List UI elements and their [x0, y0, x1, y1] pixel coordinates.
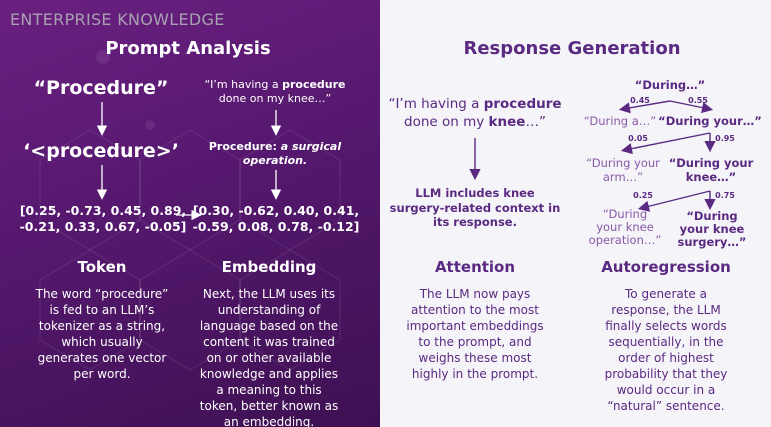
- embedding-heading: Embedding: [221, 258, 317, 276]
- text-line: response, the LLM: [611, 303, 721, 317]
- text-line: The word “procedure”: [35, 287, 169, 301]
- text-line: per word.: [73, 367, 131, 381]
- text-line: weighs these most: [418, 351, 532, 365]
- quote-text: done on my: [404, 114, 489, 130]
- text-line: on or other available: [206, 351, 332, 365]
- text-line: a meaning to this: [216, 383, 322, 397]
- embedding-description: Next, the LLM uses its understanding of …: [200, 286, 338, 427]
- tree-option-selected: “During your…”: [658, 114, 762, 128]
- text-line: tokenizer as a string,: [38, 319, 166, 333]
- text-line: arm…”: [602, 170, 644, 184]
- text-line: order of highest: [618, 351, 714, 365]
- definition-text: a surgical: [280, 140, 342, 153]
- attention-quote: “I’m having a procedure done on my knee……: [388, 95, 561, 131]
- text-line: knowledge and applies: [199, 367, 339, 381]
- vector-line: [0.30, -0.62, 0.40, 0.41,: [192, 203, 360, 218]
- branch-arrow-icon: [669, 100, 714, 114]
- hexagon-background: [39, 50, 341, 371]
- branch-arrow-icon: [637, 190, 711, 212]
- token-text: ‘<procedure>’: [23, 140, 179, 162]
- text-line: “During your: [586, 156, 660, 170]
- autoregression-heading: Autoregression: [601, 258, 731, 276]
- tree-option-selected: “During your knee…”: [669, 156, 754, 184]
- text-line: your knee: [596, 220, 654, 234]
- text-line: “During: [602, 207, 648, 221]
- tree-option: “During your arm…”: [586, 156, 660, 184]
- text-line: would occur in a: [616, 383, 716, 397]
- text-line: probability that they: [604, 367, 728, 381]
- quote-line: done on my knee…”: [218, 92, 332, 105]
- quote-bold: knee: [488, 114, 526, 130]
- quote-bold: procedure: [483, 96, 562, 112]
- vector-line: [0.25, -0.73, 0.45, 0.89,: [19, 203, 187, 218]
- definition-line: operation.: [242, 154, 308, 167]
- quote-bold: procedure: [282, 78, 346, 91]
- attention-result: LLM includes knee surgery-related contex…: [390, 186, 561, 230]
- text-line: highly in the prompt.: [411, 367, 539, 381]
- text-line: To generate a: [625, 287, 707, 301]
- word-text: “Procedure”: [33, 77, 169, 99]
- vector-line: -0.59, 0.08, 0.78, -0.12]: [192, 219, 360, 234]
- text-line: to the prompt, and: [418, 335, 532, 349]
- prompt-quote: “I’m having a procedure done on my knee……: [204, 78, 345, 106]
- text-line: your knee: [679, 222, 745, 236]
- vector-line: -0.21, 0.33, 0.67, -0.05]: [19, 219, 187, 234]
- quote-text: “I’m having a: [388, 96, 484, 112]
- text-line: LLM includes knee: [415, 186, 535, 200]
- text-line: “natural” sentence.: [607, 399, 725, 413]
- text-line: operation…”: [588, 233, 662, 247]
- probability-label: 0.25: [633, 191, 653, 200]
- probability-label: 0.95: [715, 134, 735, 143]
- prompt-analysis-title: Prompt Analysis: [105, 38, 271, 59]
- right-arrows: [469, 100, 716, 212]
- response-generation-panel: Response Generation “I’m having a proced…: [380, 0, 771, 427]
- probability-label: 0.05: [628, 134, 648, 143]
- probability-label: 0.55: [688, 96, 708, 105]
- brand-logo-text: ENTERPRISE KNOWLEDGE: [10, 10, 225, 29]
- text-line: surgery-related context in: [389, 200, 561, 215]
- token-description: The word “procedure” is fed to an LLM’s …: [36, 286, 169, 382]
- autoregression-description: To generate a response, the LLM finally …: [605, 286, 728, 414]
- definition: Procedure: a surgical operation.: [209, 140, 341, 168]
- text-line: which usually: [61, 335, 143, 349]
- text-line: content it was trained: [203, 335, 335, 349]
- text-line: language based on the: [199, 319, 339, 333]
- attention-heading: Attention: [434, 258, 516, 276]
- text-line: The LLM now pays: [419, 287, 531, 301]
- text-line: generates one vector: [37, 351, 167, 365]
- tree-option: “During a…”: [583, 114, 657, 128]
- tree-root: “During…”: [634, 78, 706, 92]
- probability-label: 0.45: [630, 96, 650, 105]
- tree-option-selected: “During your knee surgery…”: [678, 210, 747, 249]
- quote-text: …”: [525, 114, 546, 130]
- text-line: “During your: [668, 156, 754, 170]
- token-vector: [0.25, -0.73, 0.45, 0.89, -0.21, 0.33, 0…: [20, 203, 187, 235]
- embedding-vector: [0.30, -0.62, 0.40, 0.41, -0.59, 0.08, 0…: [193, 203, 360, 235]
- response-generation-title: Response Generation: [463, 38, 681, 59]
- token-heading: Token: [77, 258, 127, 276]
- text-line: surgery…”: [677, 235, 747, 249]
- text-line: important embeddings: [406, 319, 544, 333]
- text-line: knee…”: [685, 170, 737, 184]
- attention-description: The LLM now pays attention to the most i…: [406, 286, 543, 382]
- probability-label: 0.75: [715, 191, 735, 200]
- text-line: finally selects words: [605, 319, 727, 333]
- definition-label: Procedure:: [208, 140, 281, 153]
- text-line: attention to the most: [411, 303, 539, 317]
- text-line: token, better known as: [199, 399, 339, 413]
- text-line: “During: [686, 209, 738, 223]
- text-line: an embedding.: [223, 415, 315, 427]
- text-line: is fed to an LLM’s: [49, 303, 155, 317]
- branch-arrow-icon: [618, 100, 671, 114]
- text-line: sequentially, in the: [608, 335, 724, 349]
- branch-arrow-icon: [620, 132, 711, 155]
- prompt-analysis-panel: ENTERPRISE KNOWLEDGE Prompt Analysis “Pr…: [0, 0, 380, 427]
- text-line: understanding of: [217, 303, 321, 317]
- text-line: Next, the LLM uses its: [202, 287, 336, 301]
- tree-option: “During your knee operation…”: [589, 208, 662, 247]
- text-line: its response.: [433, 215, 517, 229]
- quote-text: “I’m having a: [204, 78, 283, 91]
- left-arrows: [96, 102, 282, 221]
